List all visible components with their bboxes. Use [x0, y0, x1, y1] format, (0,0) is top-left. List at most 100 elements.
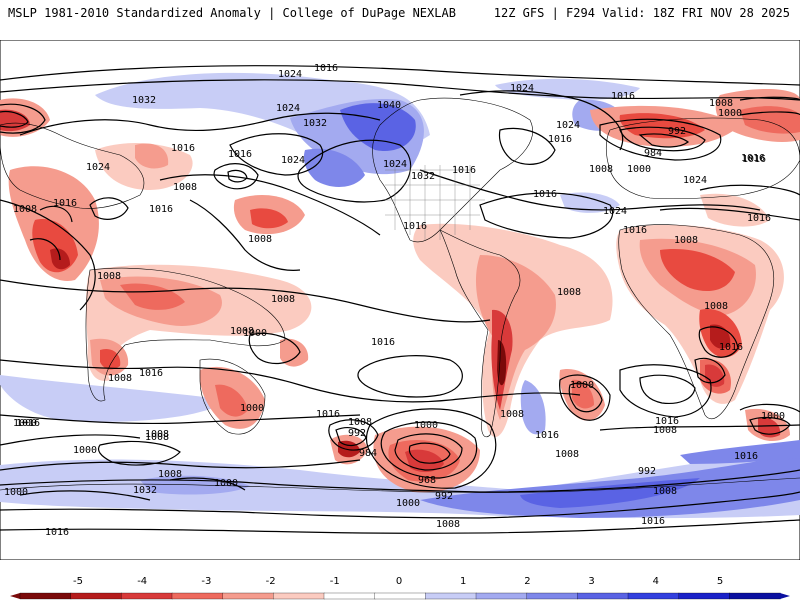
contour-label: 992 — [435, 491, 453, 502]
contour-label: 1016 — [623, 225, 647, 236]
contour-label: 1016 — [53, 198, 77, 209]
contour-label: 1008 — [173, 182, 197, 193]
contour-label: 1024 — [86, 162, 110, 173]
contour-label: 1016 — [641, 516, 665, 527]
contour-label: 1016 — [741, 153, 765, 164]
legend-tick-label: 2 — [524, 576, 530, 587]
contour-label: 1016 — [655, 416, 679, 427]
contour-label: 1008 — [145, 432, 169, 443]
contour-label: 1016 — [149, 204, 173, 215]
legend-swatch — [526, 592, 578, 600]
contour-label: 1016 — [316, 409, 340, 420]
contour-label: 1008 — [145, 429, 169, 440]
model-run-info: 12Z GFS | F294 Valid: 18Z FRI NOV 28 202… — [493, 6, 790, 20]
contour-label: 992 — [638, 466, 656, 477]
legend-swatch — [374, 592, 426, 600]
contour-label: 1016 — [611, 91, 635, 102]
contour-label: 1000 — [4, 487, 28, 498]
contour-label: 984 — [359, 448, 377, 459]
legend-tick-label: 1 — [460, 576, 466, 587]
legend-ticks: -5 -4 -3 -2 -1 0 1 2 3 4 5 — [73, 576, 723, 587]
contour-label: 1008 — [674, 235, 698, 246]
contour-label: 1016 — [742, 154, 766, 165]
legend-tick-label: -3 — [201, 576, 211, 587]
contour-label: 1024 — [556, 120, 580, 131]
contour-label: 1008 — [108, 373, 132, 384]
contour-label: 1000 — [414, 420, 438, 431]
contour-label: 1024 — [510, 83, 534, 94]
contour-label: 1000 — [718, 108, 742, 119]
contour-label: 1000 — [240, 403, 264, 414]
contour-label: 1024 — [278, 69, 302, 80]
legend-swatch — [19, 592, 72, 600]
legend-tick-label: 4 — [653, 576, 659, 587]
contour-label: 1024 — [683, 175, 707, 186]
contour-label: 1000 — [73, 445, 97, 456]
contour-label: 1000 — [570, 380, 594, 391]
contour-label: 1000 — [396, 498, 420, 509]
contour-label: 1032 — [303, 118, 327, 129]
legend-swatch — [425, 592, 477, 600]
contour-label: 1024 — [276, 103, 300, 114]
negative-anomaly-shading — [0, 88, 800, 493]
contour-label: 1008 — [158, 469, 182, 480]
legend-swatch — [121, 592, 173, 600]
legend-swatch — [323, 592, 376, 600]
contour-label: 1008 — [436, 519, 460, 530]
contour-label: 1008 — [230, 326, 254, 337]
contour-label: 968 — [418, 475, 436, 486]
contour-label: 1016 — [535, 430, 559, 441]
legend-swatch — [627, 592, 680, 600]
legend-color-bar — [10, 592, 790, 600]
contour-label: 1016 — [228, 149, 252, 160]
contour-label: 1016 — [171, 143, 195, 154]
contour-labels: 1016 1024 1032 1024 1032 1040 1024 1016 … — [4, 63, 785, 538]
map-title: MSLP 1981-2010 Standardized Anomaly | Co… — [8, 6, 456, 20]
contour-label: 1024 — [281, 155, 305, 166]
contour-label: 1008 — [248, 234, 272, 245]
contour-label: 1008 — [13, 204, 37, 215]
contour-label: 1008 — [653, 425, 677, 436]
legend-tick-label: 3 — [588, 576, 594, 587]
legend-swatch — [70, 592, 122, 600]
contour-label: 1016 — [314, 63, 338, 74]
contour-label: 1016 — [452, 165, 476, 176]
contour-label: 1008 — [348, 417, 372, 428]
legend-swatch — [273, 592, 325, 600]
contour-label: 1008 — [97, 271, 121, 282]
contour-label: 1032 — [411, 171, 435, 182]
contour-label: 1016 — [45, 527, 69, 538]
contour-label: 1008 — [500, 409, 524, 420]
contour-label: 1032 — [133, 485, 157, 496]
contour-label: 1032 — [132, 95, 156, 106]
color-scale-legend: -5 -4 -3 -2 -1 0 1 2 3 4 5 — [10, 576, 790, 600]
contour-label: 1024 — [603, 206, 627, 217]
legend-swatch — [171, 592, 224, 600]
legend-arrow-low — [10, 593, 20, 599]
contour-label: 1008 — [709, 98, 733, 109]
legend-swatch — [222, 592, 274, 600]
contour-label: 1040 — [377, 100, 401, 111]
contour-label: 1016 — [16, 418, 40, 429]
legend-tick-label: -4 — [137, 576, 147, 587]
legend-arrow-high — [780, 593, 790, 599]
contour-label: 1000 — [214, 478, 238, 489]
legend-tick-label: -5 — [73, 576, 83, 587]
contour-label: 1000 — [243, 328, 267, 339]
contour-label: 1008 — [271, 294, 295, 305]
contour-label: 1000 — [627, 164, 651, 175]
contour-label: 1016 — [719, 342, 743, 353]
contour-label: 1016 — [139, 368, 163, 379]
contour-label: 1008 — [557, 287, 581, 298]
contour-label: 1016 — [747, 213, 771, 224]
legend-swatch — [729, 592, 781, 600]
contour-label: 1008 — [653, 486, 677, 497]
contour-label: 1016 — [403, 221, 427, 232]
contour-label: 1000 — [13, 418, 37, 429]
contour-label: 1016 — [371, 337, 395, 348]
contour-label: 1008 — [555, 449, 579, 460]
contour-label: 1016 — [548, 134, 572, 145]
contour-label: 1024 — [383, 159, 407, 170]
contour-label: 992 — [348, 428, 366, 439]
legend-tick-label: 0 — [396, 576, 402, 587]
